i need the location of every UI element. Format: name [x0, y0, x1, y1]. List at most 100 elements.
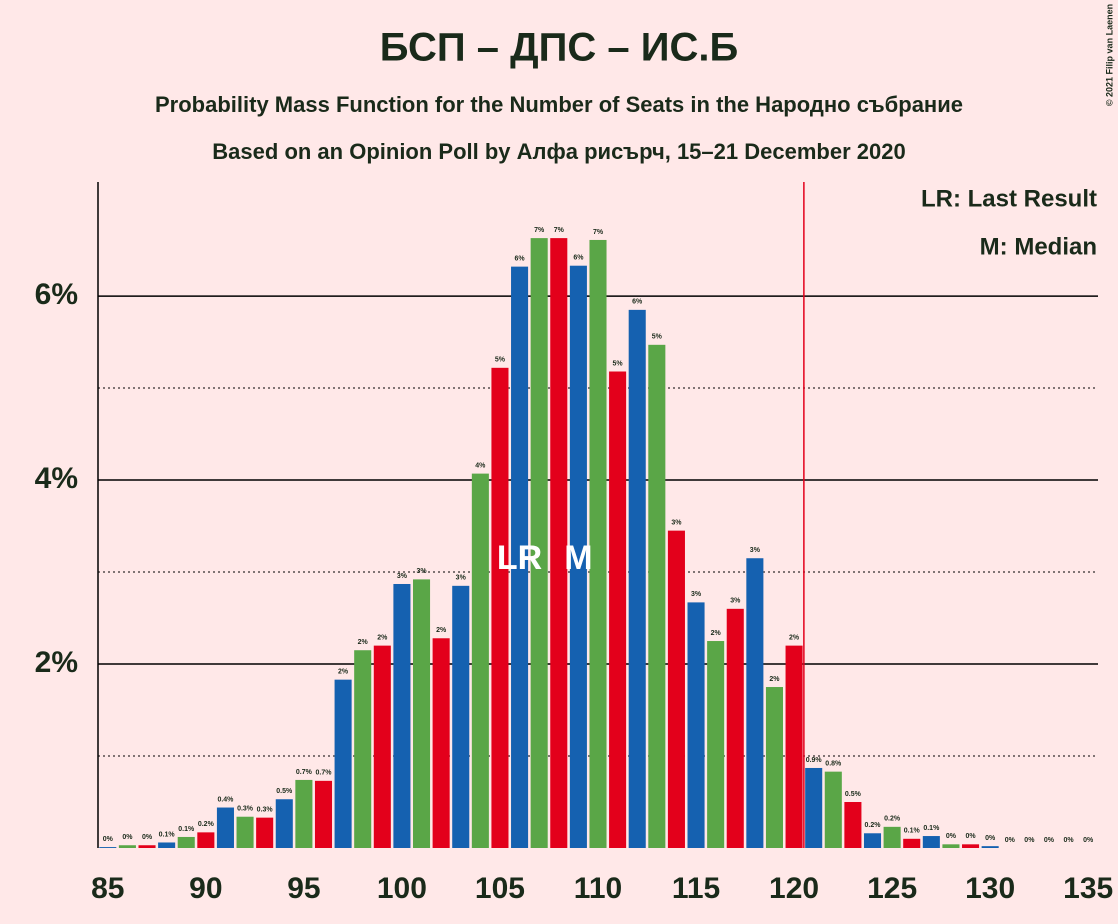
bar — [667, 530, 685, 848]
y-tick-label: 6% — [35, 278, 78, 311]
value-label: 2% — [711, 630, 722, 637]
bar — [275, 799, 293, 848]
bar — [118, 845, 136, 848]
value-label: 0% — [1024, 837, 1035, 844]
bar — [177, 836, 195, 848]
bar — [981, 846, 999, 848]
value-label: 0.3% — [257, 806, 274, 813]
bar — [687, 602, 705, 848]
bar — [962, 844, 980, 848]
x-tick-label: 100 — [377, 872, 427, 905]
bar — [295, 779, 313, 848]
value-label: 0% — [965, 833, 976, 840]
bar — [471, 473, 489, 848]
bar — [256, 817, 274, 848]
bar — [903, 838, 921, 848]
annotation: M — [564, 539, 592, 577]
bar — [628, 309, 646, 849]
bar — [648, 344, 666, 848]
bar — [491, 367, 509, 848]
x-tick-label: 125 — [867, 872, 917, 905]
y-tick-label: 2% — [35, 646, 78, 679]
value-label: 2% — [377, 634, 388, 641]
bar — [393, 583, 411, 848]
value-label: 6% — [573, 255, 584, 262]
value-label: 2% — [436, 627, 447, 634]
value-label: 5% — [652, 334, 663, 341]
value-label: 0% — [946, 833, 957, 840]
value-label: 0.2% — [865, 822, 882, 829]
value-label: 5% — [495, 357, 506, 364]
subtitle: Probability Mass Function for the Number… — [155, 92, 963, 117]
value-label: 0% — [103, 836, 114, 843]
bar — [432, 638, 450, 848]
value-label: 0% — [1083, 837, 1094, 844]
x-tick-label: 90 — [189, 872, 222, 905]
chart-title: БСП – ДПС – ИС.Б — [380, 26, 738, 70]
value-label: 0% — [1064, 837, 1075, 844]
value-label: 0.9% — [806, 757, 823, 764]
bar — [746, 558, 764, 848]
bar — [942, 844, 960, 848]
bar — [883, 826, 901, 848]
value-label: 0.7% — [296, 769, 313, 776]
x-tick-label: 95 — [287, 872, 320, 905]
value-label: 3% — [730, 598, 741, 605]
bar — [216, 807, 234, 848]
value-label: 3% — [456, 575, 467, 582]
value-label: 4% — [475, 462, 486, 469]
legend-entry: LR: Last Result — [921, 185, 1097, 212]
x-tick-label: 110 — [574, 872, 622, 905]
bar — [511, 266, 529, 848]
value-label: 0.3% — [237, 806, 254, 813]
annotation: LR — [497, 539, 542, 577]
value-label: 0.2% — [884, 816, 901, 823]
value-label: 7% — [534, 227, 545, 234]
bar — [197, 832, 215, 848]
value-label: 3% — [750, 547, 761, 554]
legend-entry: M: Median — [980, 233, 1097, 260]
x-tick-label: 115 — [672, 872, 720, 905]
bar — [334, 679, 352, 848]
subtitle: Based on an Opinion Poll by Алфа рисърч,… — [212, 139, 905, 164]
value-label: 7% — [554, 227, 565, 234]
value-label: 0% — [985, 835, 996, 842]
x-tick-label: 105 — [475, 872, 525, 905]
bar — [569, 265, 587, 848]
value-label: 2% — [789, 634, 800, 641]
x-tick-label: 130 — [965, 872, 1015, 905]
value-label: 3% — [397, 573, 408, 580]
value-label: 2% — [358, 639, 369, 646]
value-label: 0.8% — [825, 760, 842, 767]
x-tick-label: 135 — [1063, 872, 1113, 905]
bar — [922, 836, 940, 848]
value-label: 0% — [1044, 837, 1055, 844]
value-label: 0.7% — [316, 770, 333, 777]
value-label: 0.5% — [845, 791, 862, 798]
value-label: 0.2% — [198, 821, 215, 828]
bar — [863, 833, 882, 848]
value-label: 2% — [769, 676, 780, 683]
bar — [158, 842, 176, 848]
bar — [452, 585, 470, 848]
bar — [805, 767, 823, 848]
bar — [373, 645, 391, 848]
value-label: 0.1% — [923, 825, 940, 832]
value-label: 6% — [515, 255, 526, 262]
value-label: 6% — [632, 299, 643, 306]
value-label: 3% — [671, 519, 682, 526]
bar — [589, 239, 607, 849]
bar — [707, 641, 725, 848]
value-label: 3% — [691, 591, 702, 598]
value-label: 2% — [338, 669, 349, 676]
value-label: 0.1% — [178, 826, 195, 833]
bar — [236, 816, 254, 848]
value-label: 3% — [416, 568, 427, 575]
bar — [99, 847, 117, 848]
bar — [550, 238, 568, 848]
bar — [314, 780, 333, 848]
bar — [785, 645, 803, 848]
value-label: 0% — [142, 834, 153, 841]
